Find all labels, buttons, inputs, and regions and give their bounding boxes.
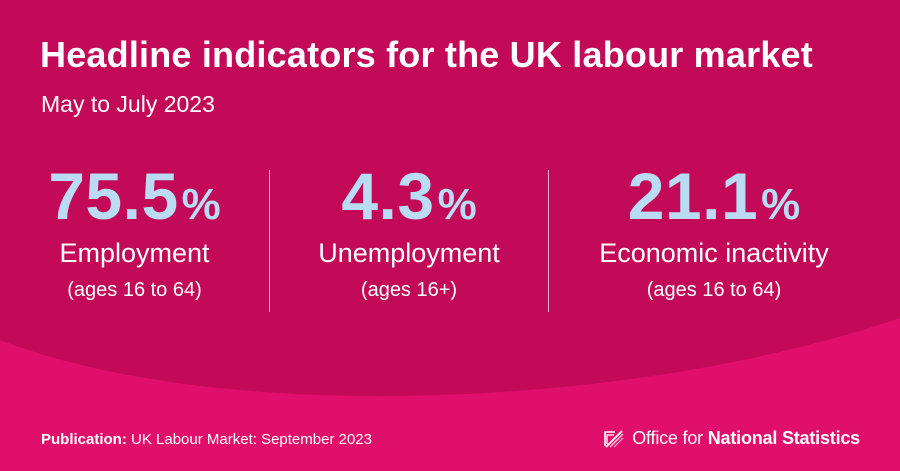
stat-note: (ages 16 to 64) [67,279,202,301]
publication-label: Publication: [41,431,127,448]
ons-logo: Office for National Statistics [602,423,860,453]
stat-unit: % [761,180,801,229]
stat-number: 4.3 [341,159,435,233]
stat-label: Economic inactivity [599,238,829,268]
stat-label: Employment [59,238,210,268]
stat-note: (ages 16+) [360,279,458,301]
stat-unit: % [181,180,221,229]
date-range-subtitle: May to July 2023 [41,91,215,117]
publication-credit: Publication: UK Labour Market: September… [41,431,372,448]
stat-employment: 75.5% Employment (ages 16 to 64) [0,163,269,302]
stat-value: 4.3% [270,163,548,229]
stat-value: 21.1% [549,163,879,229]
ons-logo-text-light: Office for [632,427,708,448]
stat-unemployment: 4.3% Unemployment (ages 16+) [270,163,548,302]
stat-divider [548,170,549,312]
ons-logo-text-bold: National Statistics [707,427,860,448]
stat-label: Unemployment [318,238,500,268]
stats-row: 75.5% Employment (ages 16 to 64) 4.3% Un… [0,163,900,318]
stat-value: 75.5% [0,163,269,229]
publication-text: UK Labour Market: September 2023 [131,431,372,448]
stat-number: 21.1 [627,159,759,233]
ons-logo-icon [604,430,624,448]
stat-note: (ages 16 to 64) [646,279,782,301]
stat-divider [269,170,270,312]
stat-number: 75.5 [48,159,179,233]
page-title: Headline indicators for the UK labour ma… [40,34,813,75]
ons-logo-text: Office for National Statistics [632,428,860,449]
stat-unit: % [437,180,477,229]
stat-economic-inactivity: 21.1% Economic inactivity (ages 16 to 64… [549,163,879,302]
